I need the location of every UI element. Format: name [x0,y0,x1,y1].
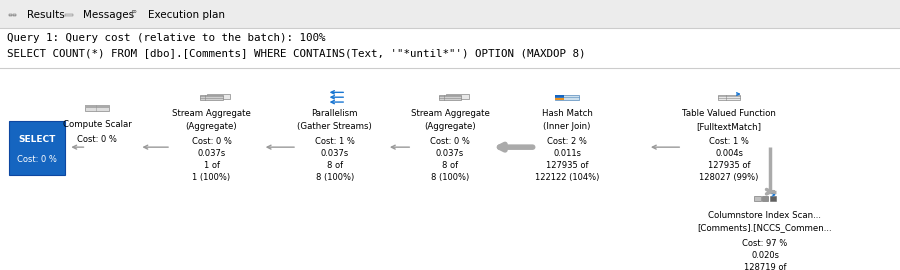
Text: (Aggregate): (Aggregate) [424,122,476,131]
Text: 0.037s: 0.037s [320,149,349,158]
FancyBboxPatch shape [85,105,110,111]
Text: SELECT COUNT(*) FROM [dbo].[Comments] WHERE CONTAINS(Text, '"*until*"') OPTION (: SELECT COUNT(*) FROM [dbo].[Comments] WH… [7,48,586,58]
Text: 0.037s: 0.037s [436,149,464,158]
Text: Execution plan: Execution plan [148,10,226,20]
Text: Query 1: Query cost (relative to the batch): 100%: Query 1: Query cost (relative to the bat… [7,33,326,43]
Text: Cost: 0 %: Cost: 0 % [192,137,231,146]
Text: Table Valued Function: Table Valued Function [682,109,776,118]
Text: [Comments].[NCCS_Commen...: [Comments].[NCCS_Commen... [698,224,832,232]
FancyBboxPatch shape [13,15,16,16]
FancyBboxPatch shape [554,98,563,100]
FancyBboxPatch shape [85,105,110,107]
Text: 1 of: 1 of [203,161,220,170]
Text: Compute Scalar: Compute Scalar [63,120,131,129]
FancyBboxPatch shape [0,0,900,28]
Text: 8 of: 8 of [327,161,343,170]
Text: 8 of: 8 of [442,161,458,170]
Text: 1 (100%): 1 (100%) [193,173,230,182]
Text: Cost: 2 %: Cost: 2 % [547,137,587,146]
Text: Parallelism: Parallelism [311,109,358,118]
FancyBboxPatch shape [717,95,741,100]
Text: Cost: 0 %: Cost: 0 % [430,137,470,146]
FancyBboxPatch shape [554,95,563,100]
FancyBboxPatch shape [13,14,16,15]
Text: 127935 of: 127935 of [707,161,751,170]
Text: Cost: 0 %: Cost: 0 % [17,155,57,164]
Text: Cost: 1 %: Cost: 1 % [709,137,749,146]
FancyBboxPatch shape [9,121,65,175]
Text: Stream Aggregate: Stream Aggregate [172,109,251,118]
Text: 8 (100%): 8 (100%) [316,173,354,182]
Text: Cost: 1 %: Cost: 1 % [315,137,355,146]
Text: 127935 of: 127935 of [545,161,589,170]
Text: f°: f° [130,10,138,19]
FancyBboxPatch shape [770,196,776,201]
Text: 0.037s: 0.037s [197,149,226,158]
Text: Results: Results [27,10,65,20]
Text: 122122 (104%): 122122 (104%) [535,173,599,182]
Text: (Aggregate): (Aggregate) [185,122,238,131]
Text: 0.011s: 0.011s [553,149,581,158]
Text: Stream Aggregate: Stream Aggregate [410,109,490,118]
FancyBboxPatch shape [754,196,760,201]
FancyBboxPatch shape [207,94,230,99]
Text: SELECT: SELECT [18,136,56,144]
Text: 8 (100%): 8 (100%) [431,173,469,182]
FancyBboxPatch shape [446,94,469,99]
FancyBboxPatch shape [65,14,73,16]
FancyBboxPatch shape [200,95,223,100]
Text: Hash Match: Hash Match [542,109,592,118]
Text: Messages: Messages [83,10,134,20]
Text: 0.020s: 0.020s [751,251,779,259]
Text: Cost: 0 %: Cost: 0 % [77,135,117,144]
Text: [FulltextMatch]: [FulltextMatch] [697,122,761,131]
FancyBboxPatch shape [554,95,580,100]
FancyBboxPatch shape [9,15,13,16]
Text: 128719 of: 128719 of [743,262,787,270]
FancyBboxPatch shape [9,14,13,15]
Text: 0.004s: 0.004s [715,149,743,158]
FancyBboxPatch shape [762,196,769,201]
Text: Columnstore Index Scan...: Columnstore Index Scan... [708,211,822,220]
Text: (Gather Streams): (Gather Streams) [297,122,373,131]
Text: Cost: 97 %: Cost: 97 % [742,239,788,248]
FancyBboxPatch shape [438,95,462,100]
Text: (Inner Join): (Inner Join) [544,122,590,131]
Text: 128027 (99%): 128027 (99%) [699,173,759,182]
